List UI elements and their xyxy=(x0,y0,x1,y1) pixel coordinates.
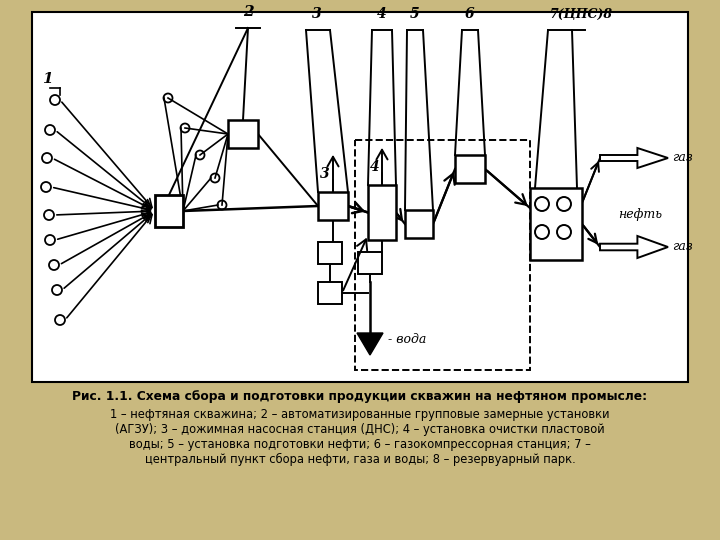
Text: 4: 4 xyxy=(377,7,387,21)
Text: 5: 5 xyxy=(410,7,420,21)
Text: Рис. 1.1. Схема сбора и подготовки продукции скважин на нефтяном промысле:: Рис. 1.1. Схема сбора и подготовки проду… xyxy=(73,390,647,403)
Bar xyxy=(358,252,382,274)
Polygon shape xyxy=(600,236,668,258)
Text: воды; 5 – установка подготовки нефти; 6 – газокомпрессорная станция; 7 –: воды; 5 – установка подготовки нефти; 6 … xyxy=(129,438,591,451)
Bar xyxy=(318,242,342,264)
Bar xyxy=(530,188,582,260)
Polygon shape xyxy=(357,333,383,355)
Text: газ: газ xyxy=(672,240,693,253)
Text: 1: 1 xyxy=(42,72,53,86)
Bar xyxy=(455,155,485,183)
Bar xyxy=(32,12,688,382)
Text: 3: 3 xyxy=(312,7,322,21)
Bar xyxy=(228,120,258,148)
Text: 2: 2 xyxy=(243,5,253,19)
Bar xyxy=(368,185,396,240)
Bar xyxy=(318,192,348,220)
Polygon shape xyxy=(600,148,668,168)
Text: 3: 3 xyxy=(320,167,330,181)
Text: 1 – нефтяная скважина; 2 – автоматизированные групповые замерные установки: 1 – нефтяная скважина; 2 – автоматизиров… xyxy=(110,408,610,421)
Text: центральный пункт сбора нефти, газа и воды; 8 – резервуарный парк.: центральный пункт сбора нефти, газа и во… xyxy=(145,453,575,466)
Bar xyxy=(355,140,530,370)
Text: 4: 4 xyxy=(370,160,379,174)
Bar xyxy=(405,210,433,238)
Text: 7(ЦПС)8: 7(ЦПС)8 xyxy=(550,8,613,21)
Bar xyxy=(318,282,342,304)
Text: нефть: нефть xyxy=(618,208,662,221)
Text: 6: 6 xyxy=(465,7,474,21)
Text: (АГЗУ); 3 – дожимная насосная станция (ДНС); 4 – установка очистки пластовой: (АГЗУ); 3 – дожимная насосная станция (Д… xyxy=(115,423,605,436)
Text: - вода: - вода xyxy=(388,333,426,346)
Text: газ: газ xyxy=(672,151,693,164)
Bar xyxy=(155,195,183,227)
